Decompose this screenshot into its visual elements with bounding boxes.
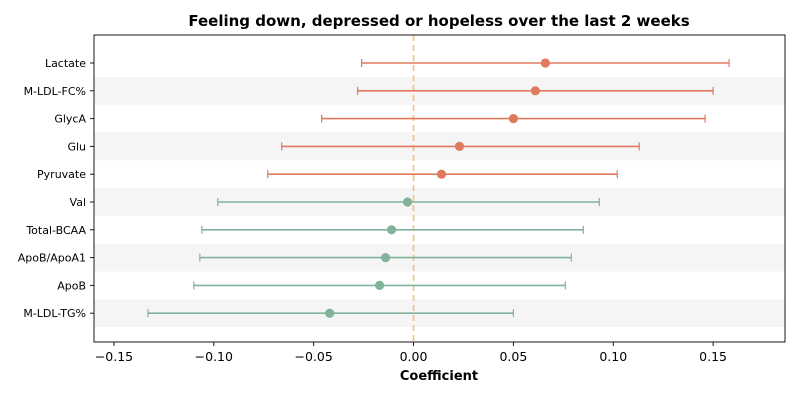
- plot-frame: [93, 34, 786, 343]
- x-tick-label: 0.05: [499, 349, 527, 364]
- coefficient-points: [325, 58, 550, 318]
- coefficient-point: [530, 86, 540, 96]
- y-tick-label: M-LDL-TG%: [23, 307, 86, 320]
- y-tick-label: ApoB: [57, 279, 86, 292]
- y-tick-label: GlycA: [54, 113, 86, 126]
- y-tick-label: Total-BCAA: [25, 224, 86, 237]
- coefficient-point: [325, 308, 335, 318]
- y-tick-label: Val: [70, 196, 86, 209]
- x-tick-label: −0.05: [295, 349, 333, 364]
- coefficient-point: [454, 141, 465, 151]
- coefficient-point: [540, 58, 550, 68]
- x-tick-label: −0.10: [195, 349, 233, 364]
- y-tick-label: M-LDL-FC%: [24, 85, 86, 98]
- x-tick-label: −0.15: [95, 349, 133, 364]
- x-axis-label: Coefficient: [400, 369, 478, 384]
- x-tick-label: 0.10: [599, 349, 627, 364]
- coefficient-point: [380, 253, 391, 263]
- coefficient-point: [508, 114, 518, 124]
- coefficient-point: [386, 225, 397, 235]
- x-tick-label: 0.15: [699, 349, 727, 364]
- coefficient-point: [436, 169, 447, 179]
- coefficient-point: [402, 197, 413, 207]
- y-axis-ticks: Lactate M-LDL-FC% GlycA Glu Pyruvate Val Total…: [18, 57, 94, 320]
- x-tick-label: 0.00: [400, 349, 428, 364]
- chart-title: Feeling down, depressed or hopeless over…: [188, 12, 689, 30]
- x-axis-ticks: −0.15 −0.10 −0.05 0.00 0.05 0.10 0.15: [95, 342, 727, 364]
- y-tick-label: ApoB/ApoA1: [18, 252, 86, 265]
- y-tick-label: Pyruvate: [37, 168, 86, 181]
- y-tick-label: Glu: [67, 140, 86, 153]
- coefficient-point: [374, 280, 385, 290]
- y-tick-label: Lactate: [45, 57, 86, 70]
